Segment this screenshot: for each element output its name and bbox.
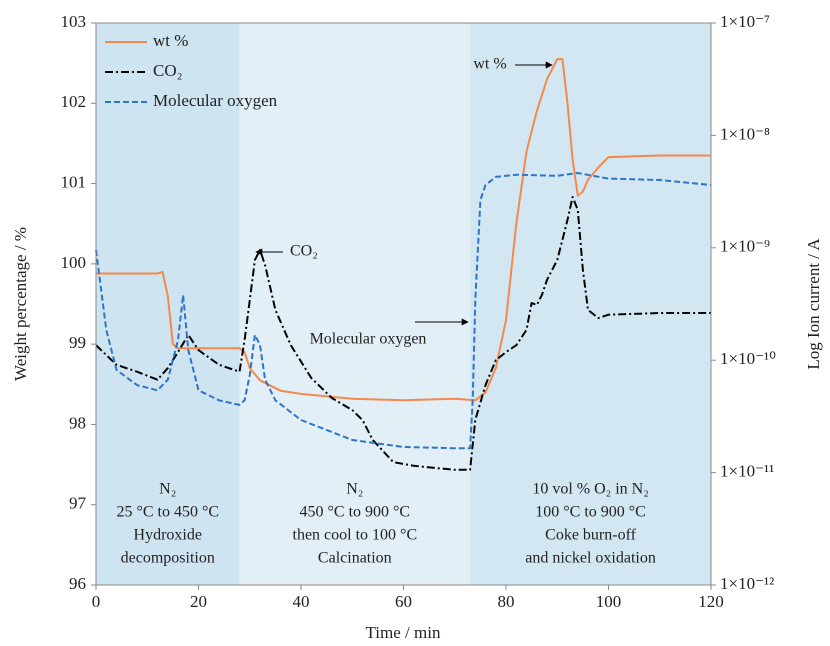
y-tick-label: 102 [61, 92, 87, 111]
region-label: Coke burn-off [545, 527, 636, 544]
y-tick-label: 96 [69, 574, 86, 593]
series-line [95, 196, 711, 471]
series-line [95, 172, 712, 450]
annotation: CO₂ [290, 243, 318, 260]
plot-frame [95, 22, 712, 586]
y2-tick-label: 1×10⁻¹² [720, 574, 774, 593]
region-label: decomposition [121, 550, 215, 567]
regions: N₂ 25 °C to 450 °C Hydroxide decomposition N… [96, 23, 711, 585]
annotation: wt % [473, 56, 506, 73]
x-tick-label: 100 [596, 592, 622, 611]
x-tick-label: 120 [698, 592, 724, 611]
y-tick-label: 99 [69, 333, 86, 352]
region-label: Calcination [318, 550, 392, 567]
region-label: N₂ [159, 481, 176, 498]
y2-tick-label: 1×10⁻¹⁰ [720, 349, 776, 368]
y2-tick-label: 1×10⁻¹¹ [720, 462, 774, 481]
y2-tick-label: 1×10⁻⁹ [720, 237, 770, 256]
region-label: 10 vol % O₂ in N₂ [532, 481, 648, 498]
x-tick-label: 40 [293, 592, 310, 611]
legend-label: CO₂ [153, 61, 183, 80]
x-tick-label: 0 [92, 592, 101, 611]
region-label: 25 °C to 450 °C [116, 504, 219, 521]
y2-tick-label: 1×10⁻⁷ [720, 12, 770, 31]
x-axis-label: Time / min [366, 623, 441, 642]
shaded-region [470, 23, 711, 585]
region-label: N₂ [346, 481, 363, 498]
plot: 0 20 40 60 80 100 120 96 97 98 99 100 101 102 103 1×10⁻… [61, 12, 777, 611]
y-tick-label: 101 [61, 172, 87, 191]
region-label: 450 °C to 900 °C [300, 504, 411, 521]
region-label: 100 °C to 900 °C [535, 504, 646, 521]
y-tick-label: 97 [69, 494, 87, 513]
y-tick-label: 100 [61, 253, 87, 272]
y-tick-label: 103 [61, 12, 87, 31]
legend-label: wt % [153, 31, 188, 50]
y-tick-label: 98 [69, 413, 86, 432]
region-label: Hydroxide [134, 527, 202, 544]
x-tick-label: 60 [395, 592, 412, 611]
x-tick-label: 20 [190, 592, 207, 611]
legend-label: Molecular oxygen [153, 91, 278, 110]
series-line [96, 58, 711, 402]
region-label: and nickel oxidation [525, 550, 656, 567]
y2-axis-label: Log Ion current / A [804, 238, 823, 370]
y2-tick-label: 1×10⁻⁸ [720, 124, 770, 143]
region-label: then cool to 100 °C [293, 527, 418, 544]
y-axis-label: Weight percentage / % [11, 227, 30, 381]
annotation: Molecular oxygen [310, 331, 427, 348]
x-tick-label: 80 [498, 592, 515, 611]
shaded-region [239, 23, 471, 585]
